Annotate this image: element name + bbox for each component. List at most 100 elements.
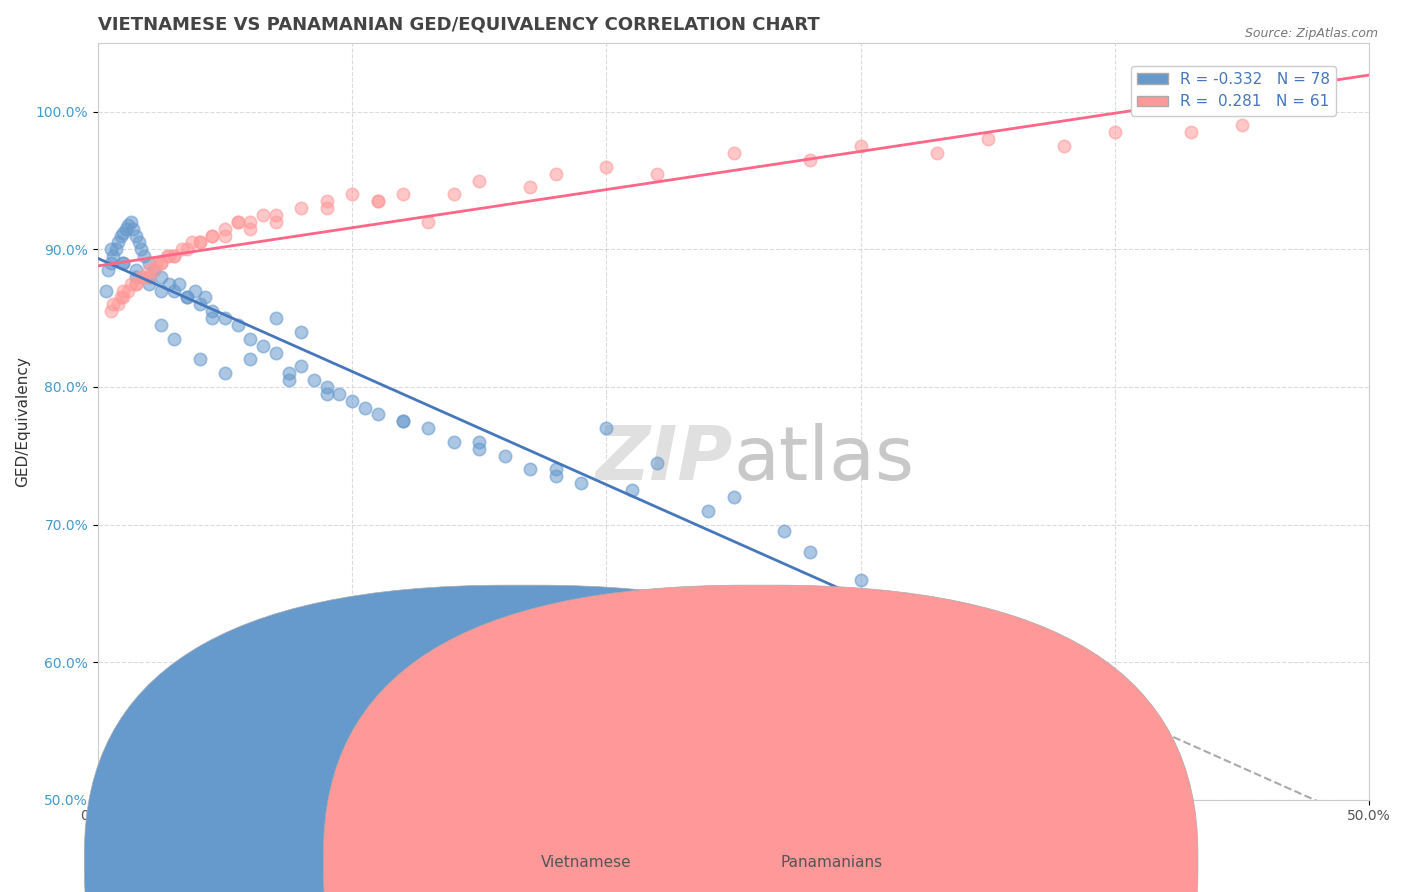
Point: [519, 180, 541, 194]
Point: [226, 215, 249, 229]
Point: [120, 277, 142, 291]
Point: [110, 290, 132, 304]
Point: [125, 269, 148, 284]
Point: [201, 311, 224, 326]
Point: [226, 215, 249, 229]
Point: [290, 359, 312, 374]
Text: Panamanians: Panamanians: [780, 855, 883, 870]
Point: [315, 386, 337, 401]
Point: [125, 263, 148, 277]
Point: [264, 208, 287, 222]
Legend: R = -0.332   N = 78, R =  0.281   N = 61: R = -0.332 N = 78, R = 0.281 N = 61: [1130, 66, 1336, 116]
Point: [145, 256, 167, 270]
Point: [340, 393, 363, 408]
Point: [115, 221, 138, 235]
Point: [100, 256, 122, 270]
Point: [100, 304, 122, 318]
Point: [201, 228, 224, 243]
Point: [94, 284, 117, 298]
Point: [849, 573, 872, 587]
Point: [138, 263, 160, 277]
Point: [201, 228, 224, 243]
Point: [129, 269, 152, 284]
Point: [150, 256, 173, 270]
Point: [142, 263, 165, 277]
Point: [132, 249, 155, 263]
Point: [176, 242, 198, 256]
Point: [128, 235, 150, 250]
Point: [150, 269, 173, 284]
Point: [290, 325, 312, 339]
Point: [163, 249, 186, 263]
Point: [138, 269, 160, 284]
Point: [181, 235, 204, 250]
Point: [849, 139, 872, 153]
Point: [252, 208, 274, 222]
Text: Source: ZipAtlas.com: Source: ZipAtlas.com: [1244, 27, 1378, 40]
Point: [201, 304, 224, 318]
Point: [125, 228, 148, 243]
Point: [315, 194, 337, 208]
Point: [354, 401, 377, 415]
Point: [418, 215, 440, 229]
Point: [194, 290, 217, 304]
Point: [239, 332, 262, 346]
Point: [163, 249, 186, 263]
Point: [170, 242, 193, 256]
Point: [264, 311, 287, 326]
Point: [132, 269, 155, 284]
Point: [104, 242, 127, 256]
Point: [697, 504, 720, 518]
Point: [277, 373, 299, 387]
Point: [107, 235, 129, 250]
Point: [264, 215, 287, 229]
Point: [799, 545, 821, 559]
Point: [155, 249, 177, 263]
Point: [443, 434, 465, 449]
Text: ZIP: ZIP: [596, 423, 734, 496]
Point: [112, 256, 135, 270]
Point: [138, 256, 160, 270]
Point: [112, 256, 135, 270]
Text: VIETNAMESE VS PANAMANIAN GED/EQUIVALENCY CORRELATION CHART: VIETNAMESE VS PANAMANIAN GED/EQUIVALENCY…: [98, 15, 820, 33]
Point: [239, 215, 262, 229]
Point: [645, 167, 668, 181]
Point: [226, 318, 249, 332]
Point: [142, 263, 165, 277]
Point: [117, 284, 139, 298]
Point: [595, 160, 617, 174]
Point: [544, 462, 567, 476]
Point: [723, 490, 745, 504]
Point: [264, 345, 287, 359]
Point: [773, 524, 796, 539]
Point: [112, 284, 135, 298]
Point: [595, 421, 617, 435]
Point: [157, 277, 180, 291]
Point: [101, 297, 124, 311]
Point: [290, 201, 312, 215]
Point: [150, 256, 173, 270]
Point: [443, 187, 465, 202]
Text: atlas: atlas: [734, 423, 914, 496]
Point: [100, 242, 122, 256]
Point: [494, 449, 516, 463]
Point: [723, 146, 745, 161]
Point: [163, 332, 186, 346]
Point: [112, 226, 135, 240]
Point: [315, 201, 337, 215]
Point: [328, 386, 350, 401]
Point: [150, 284, 173, 298]
Point: [315, 380, 337, 394]
Text: Vietnamese: Vietnamese: [541, 855, 631, 870]
Point: [157, 249, 180, 263]
Point: [544, 469, 567, 483]
Point: [112, 290, 135, 304]
Point: [214, 221, 236, 235]
Point: [183, 284, 205, 298]
Point: [107, 297, 129, 311]
Point: [392, 414, 415, 428]
Point: [163, 284, 186, 298]
Point: [101, 249, 124, 263]
Point: [239, 221, 262, 235]
Point: [620, 483, 643, 497]
